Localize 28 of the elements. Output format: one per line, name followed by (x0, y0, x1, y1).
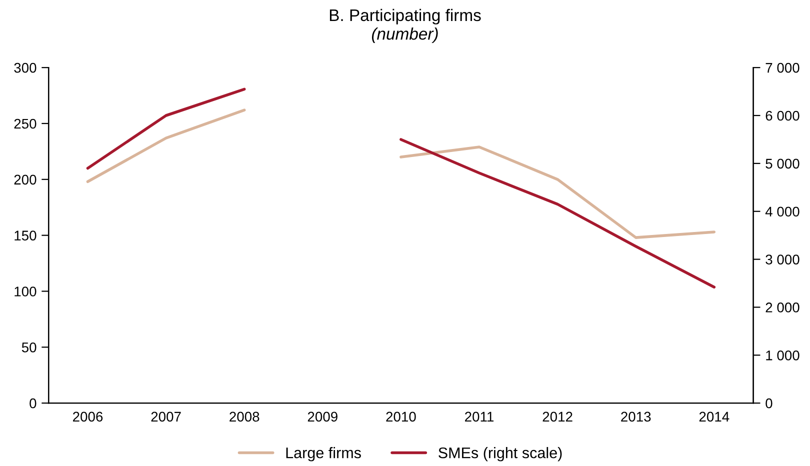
y-tick-label: 250 (14, 118, 36, 129)
x-tick-label: 2012 (542, 412, 572, 422)
y2-tick-label: 6 000 (766, 110, 800, 121)
y2-tick-label: 2 000 (766, 302, 800, 312)
x-tick-label: 2011 (465, 412, 494, 422)
y2-tick-label: 5 000 (766, 158, 800, 169)
x-tick-label: 2007 (151, 412, 181, 422)
x-tick-label: 2013 (621, 412, 651, 422)
y2-tick-label: 0 (766, 398, 772, 408)
x-tick-label: 2014 (699, 412, 730, 422)
x-tick-label: 2006 (73, 412, 103, 422)
y2-tick-label: 7 000 (766, 62, 800, 73)
y-tick-label: 50 (22, 342, 36, 352)
x-tick-label: 2008 (230, 412, 260, 422)
y2-tick-label: 4 000 (765, 206, 800, 217)
y-tick-label: 300 (14, 62, 36, 73)
x-tick-label: 2010 (386, 412, 416, 422)
legend-label: Large firms (286, 447, 361, 462)
y-tick-label: 100 (14, 286, 36, 296)
y2-tick-label: 1 000 (766, 350, 800, 360)
chart-title: B. Participating firms (330, 8, 481, 24)
y2-tick-label: 3 000 (766, 254, 800, 264)
legend-label: SMEs (right scale) (438, 447, 562, 462)
y-tick-label: 150 (14, 230, 36, 240)
y-tick-label: 200 (14, 174, 36, 185)
x-tick-label: 2009 (308, 412, 338, 422)
y-tick-label: 0 (30, 398, 36, 408)
chart-subtitle: (number) (372, 28, 438, 44)
